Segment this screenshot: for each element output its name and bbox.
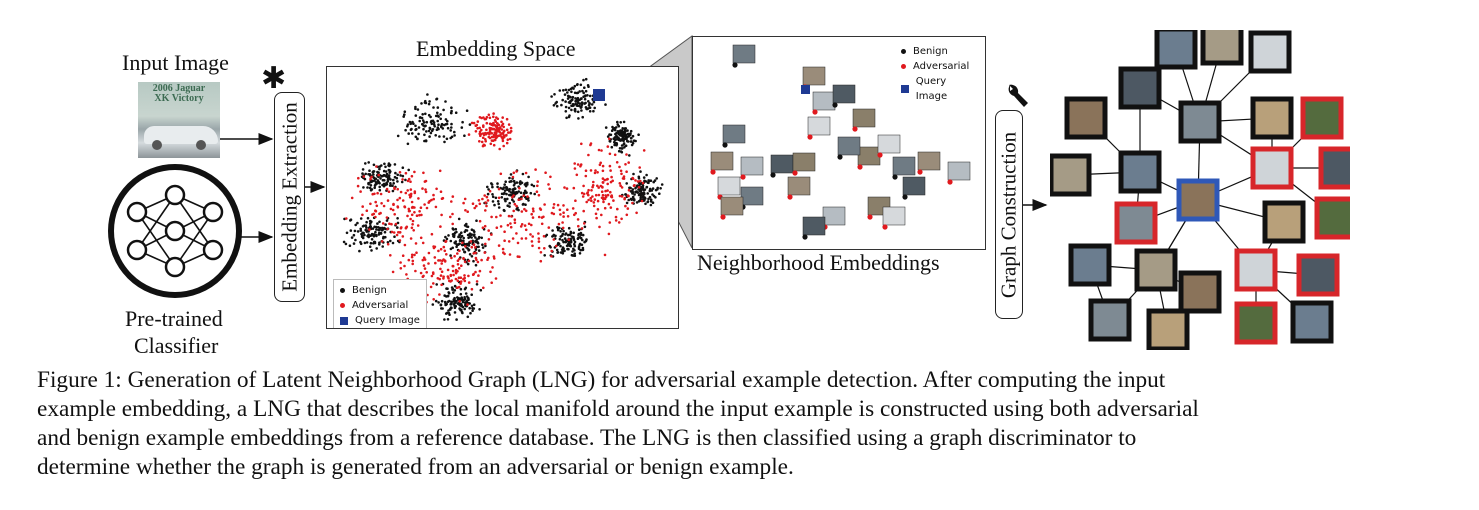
graph-node: [1300, 96, 1344, 140]
input-image-text-line2: XK Victory: [154, 93, 204, 104]
graph-node: [1318, 146, 1350, 190]
legend-query: Query Image: [355, 315, 420, 326]
embedding-space-title: Embedding Space: [416, 36, 576, 61]
graph-node: [1146, 308, 1190, 350]
graph-node: [1250, 96, 1294, 140]
caption-line-3: and benign example embeddings from a ref…: [37, 425, 1137, 451]
graph-node: [1154, 30, 1198, 70]
input-image-thumbnail: 2006 Jaguar XK Victory: [138, 82, 220, 158]
graph-node: [1118, 66, 1162, 110]
graph-node: [1050, 153, 1092, 197]
neighborhood-label: Neighborhood Embeddings: [697, 250, 940, 275]
embedding-scatter: [342, 77, 664, 321]
legend-adversarial: Adversarial: [352, 300, 409, 311]
embedding-extraction-label: Embedding Extraction: [277, 102, 301, 292]
legend-benign: Benign: [913, 46, 948, 57]
embedding-space-plot: Benign Adversarial Query Image: [326, 66, 679, 329]
legend-adversarial: Adversarial: [913, 61, 970, 72]
classifier-label-line1: Pre-trained: [125, 306, 223, 331]
graph-construction-box: Graph Construction: [995, 110, 1023, 319]
graph-node: [1234, 248, 1278, 292]
legend-benign: Benign: [352, 285, 387, 296]
wrench-icon: [1006, 82, 1028, 108]
input-image-text-line1: 2006 Jaguar: [152, 83, 206, 94]
embedding-legend: Benign Adversarial Query Image: [333, 279, 427, 328]
graph-node: [1178, 270, 1222, 314]
embedding-extraction-box: Embedding Extraction: [274, 92, 305, 302]
graph-node: [1114, 201, 1158, 245]
neighborhood-panel: Benign Adversarial Query Image: [692, 36, 986, 250]
latent-neighborhood-graph: [1050, 30, 1350, 350]
classifier-network-icon: [108, 164, 242, 298]
classifier-label-line2: Classifier: [134, 333, 219, 358]
caption-line-1: Figure 1: Generation of Latent Neighborh…: [37, 367, 1166, 393]
graph-node: [1088, 298, 1132, 342]
graph-node: [1178, 100, 1222, 144]
graph-node: [1234, 301, 1278, 345]
gear-icon: ✱: [261, 61, 287, 96]
neighborhood-scatter: [710, 44, 971, 240]
neighborhood-legend: Benign Adversarial Query Image: [895, 41, 985, 107]
graph-construction-label: Graph Construction: [996, 131, 1021, 298]
graph-node: [1064, 96, 1108, 140]
graph-node: [1290, 300, 1334, 344]
graph-node: [1248, 30, 1292, 74]
graph-node: [1200, 30, 1244, 66]
graph-node: [1134, 248, 1178, 292]
input-image-label: Input Image: [122, 50, 229, 75]
graph-node: [1262, 200, 1306, 244]
caption-line-4: determine whether the graph is generated…: [37, 454, 794, 480]
legend-query: Query Image: [915, 76, 948, 102]
graph-node: [1250, 146, 1294, 190]
figure-caption: Figure 1: Generation of Latent Neighborh…: [37, 366, 1447, 482]
caption-line-2: example embedding, a LNG that describes …: [37, 396, 1199, 422]
graph-node: [1314, 196, 1350, 240]
graph-node: [1068, 243, 1112, 287]
graph-node: [1176, 178, 1220, 222]
graph-node: [1296, 253, 1340, 297]
graph-node: [1118, 150, 1162, 194]
